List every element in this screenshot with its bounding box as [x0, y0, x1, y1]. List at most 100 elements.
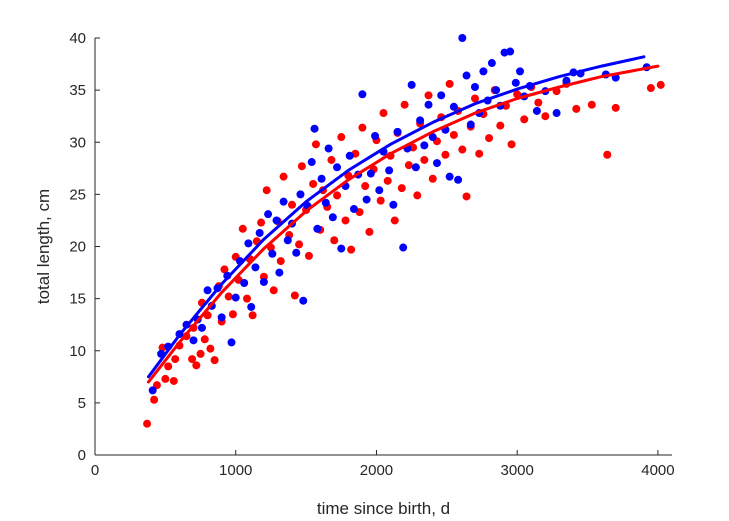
- data-point: [520, 115, 529, 124]
- data-point: [445, 172, 454, 181]
- data-point: [299, 296, 308, 305]
- y-axis-ticks: 0 5 10 15 20 25 30 35 40: [69, 30, 100, 464]
- data-point: [337, 133, 346, 142]
- data-point: [416, 116, 425, 125]
- data-point: [206, 344, 215, 353]
- data-point: [420, 155, 429, 164]
- data-point: [242, 294, 251, 303]
- data-point: [603, 150, 612, 159]
- data-point: [231, 293, 240, 302]
- data-point: [646, 84, 655, 93]
- data-point: [424, 100, 433, 109]
- data-point: [572, 104, 581, 113]
- data-point: [371, 131, 380, 140]
- data-point: [454, 175, 463, 184]
- data-point: [449, 130, 458, 139]
- data-point: [349, 204, 358, 213]
- data-point: [611, 103, 620, 112]
- data-point: [516, 67, 525, 76]
- data-point: [358, 123, 367, 132]
- data-point: [143, 419, 152, 428]
- data-point: [313, 224, 322, 233]
- data-point: [379, 109, 388, 118]
- data-point: [275, 268, 284, 277]
- data-point: [290, 291, 299, 300]
- data-point: [428, 133, 437, 142]
- data-point: [458, 34, 467, 42]
- data-point: [203, 286, 212, 295]
- data-point: [466, 120, 475, 129]
- data-point: [366, 169, 375, 178]
- data-point: [148, 386, 157, 395]
- data-point: [432, 159, 441, 168]
- axes: 0 1000 2000 3000 4000 0 5 10 15 20 25 30 35 40: [69, 30, 674, 479]
- data-point: [228, 310, 237, 319]
- data-point: [513, 90, 522, 99]
- data-point: [324, 144, 333, 153]
- data-point: [296, 190, 305, 199]
- data-point: [413, 191, 422, 200]
- data-point: [389, 200, 398, 209]
- data-point: [393, 127, 402, 136]
- data-point: [188, 355, 197, 364]
- y-tick-label: 15: [69, 291, 86, 308]
- data-point: [309, 179, 318, 188]
- data-point: [347, 245, 356, 254]
- y-tick-label: 35: [69, 82, 86, 99]
- data-point: [321, 198, 330, 207]
- data-point: [248, 311, 257, 320]
- data-point: [358, 90, 367, 99]
- data-point: [385, 166, 394, 175]
- data-point: [333, 163, 342, 172]
- data-point: [424, 91, 433, 100]
- data-point: [397, 184, 406, 193]
- data-point: [257, 218, 266, 227]
- data-point: [288, 200, 297, 209]
- data-point: [458, 145, 467, 154]
- data-point: [376, 196, 385, 205]
- data-point: [276, 257, 285, 266]
- x-tick-label: 3000: [501, 462, 534, 479]
- data-point: [164, 362, 173, 371]
- data-point: [506, 47, 515, 56]
- data-point: [189, 336, 198, 345]
- data-point: [462, 71, 471, 80]
- y-tick-label: 40: [69, 30, 86, 47]
- data-point: [487, 59, 496, 68]
- data-point: [240, 278, 249, 287]
- data-point: [462, 192, 471, 201]
- data-point: [587, 100, 596, 109]
- data-point: [262, 186, 271, 195]
- data-point: [390, 216, 399, 225]
- data-point: [304, 251, 313, 260]
- data-point: [238, 224, 247, 233]
- data-points: [143, 34, 665, 428]
- data-point: [511, 78, 520, 87]
- data-point: [279, 172, 288, 181]
- data-point: [224, 292, 233, 301]
- y-axis-label: total length, cm: [34, 189, 53, 304]
- data-point: [341, 216, 350, 225]
- data-point: [310, 124, 319, 133]
- x-axis-ticks: 0 1000 2000 3000 4000: [91, 450, 675, 479]
- x-axis-label: time since birth, d: [317, 499, 450, 518]
- data-point: [492, 86, 501, 95]
- data-point: [317, 174, 326, 183]
- data-point: [169, 376, 178, 385]
- data-point: [330, 236, 339, 245]
- data-point: [311, 140, 320, 149]
- x-tick-label: 2000: [360, 462, 393, 479]
- data-point: [479, 67, 488, 76]
- y-tick-label: 0: [78, 447, 86, 464]
- x-tick-label: 4000: [641, 462, 674, 479]
- data-point: [475, 149, 484, 158]
- data-point: [532, 106, 541, 115]
- data-point: [264, 210, 273, 219]
- data-point: [470, 94, 479, 103]
- data-point: [428, 174, 437, 183]
- data-point: [196, 349, 205, 358]
- data-point: [297, 162, 306, 171]
- data-point: [292, 248, 301, 257]
- data-point: [485, 134, 494, 143]
- data-point: [328, 213, 337, 222]
